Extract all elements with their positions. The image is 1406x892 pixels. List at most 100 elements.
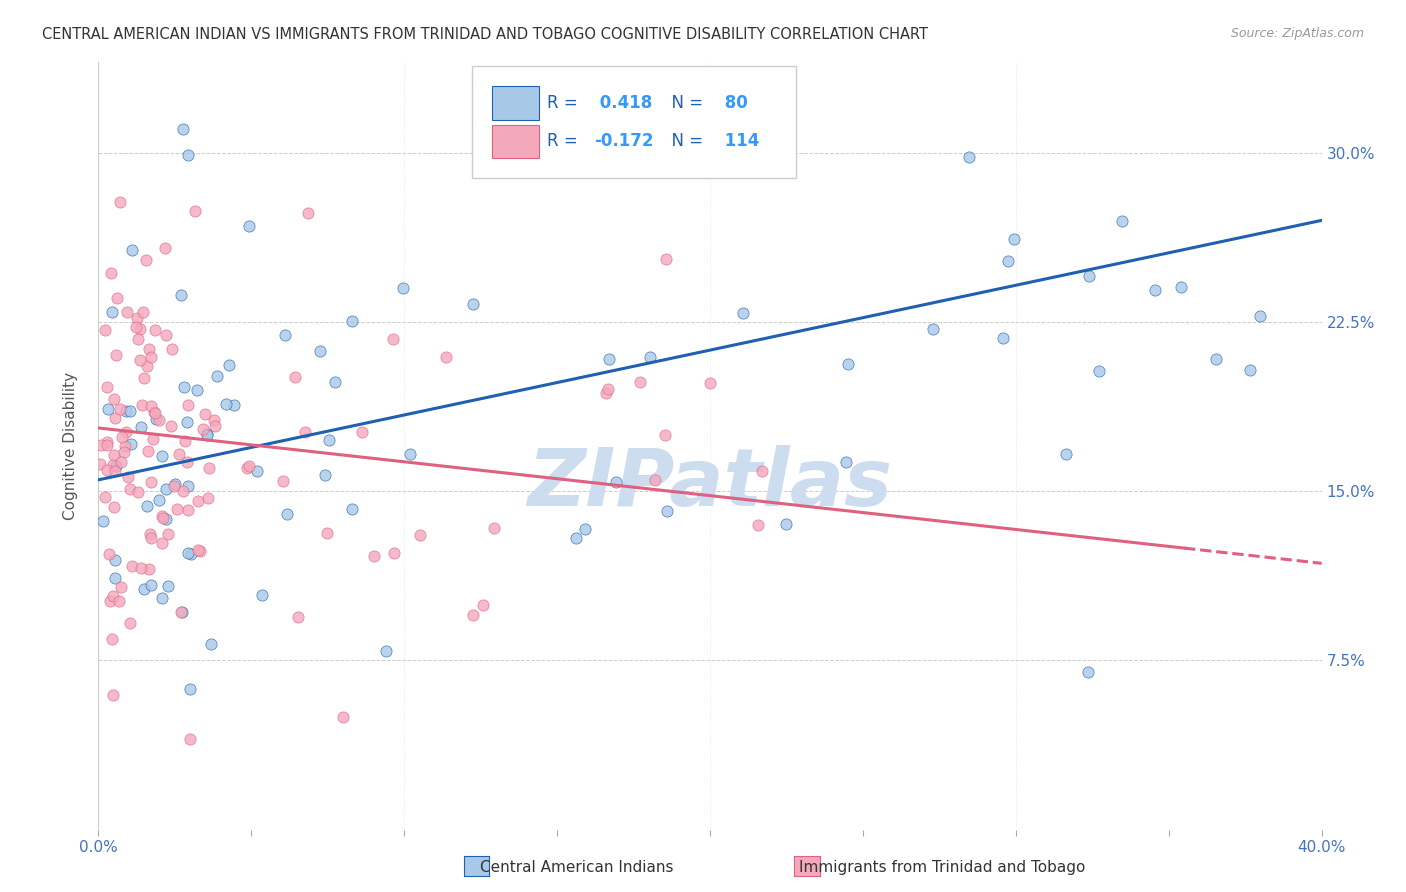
Text: 80: 80: [718, 94, 748, 112]
Point: [340, 314, 363, 328]
Point: [170, 606, 193, 620]
Point: [103, 500, 125, 515]
Text: N =: N =: [661, 94, 709, 112]
Point: [180, 548, 202, 562]
Point: [139, 527, 162, 541]
Point: [598, 382, 620, 396]
Point: [176, 455, 198, 469]
Point: [287, 610, 309, 624]
Point: [156, 527, 179, 541]
Point: [1002, 232, 1025, 246]
Text: R =: R =: [547, 132, 583, 151]
Point: [374, 644, 396, 658]
Point: [104, 459, 127, 474]
Point: [160, 342, 183, 356]
Point: [104, 571, 127, 585]
Point: [598, 351, 620, 366]
Point: [1239, 362, 1261, 376]
Point: [104, 464, 127, 478]
Point: [188, 543, 211, 558]
Point: [173, 380, 195, 394]
Point: [138, 342, 160, 356]
Point: [207, 368, 229, 383]
Point: [1078, 268, 1101, 283]
Point: [174, 434, 197, 448]
Point: [145, 412, 167, 426]
Point: [630, 376, 652, 390]
Point: [94, 490, 117, 504]
Point: [156, 579, 179, 593]
Point: [139, 350, 162, 364]
Text: ZIPatlas: ZIPatlas: [527, 445, 893, 524]
Point: [101, 458, 124, 472]
Point: [132, 370, 155, 384]
Point: [135, 359, 157, 373]
Point: [655, 503, 678, 517]
Point: [89, 457, 111, 471]
Point: [139, 531, 162, 545]
Point: [1170, 280, 1192, 294]
Point: [128, 352, 150, 367]
Point: [104, 553, 127, 567]
Point: [101, 688, 124, 702]
Point: [136, 500, 159, 514]
Point: [150, 591, 173, 606]
Point: [108, 195, 131, 210]
Point: [197, 491, 219, 506]
Point: [605, 475, 627, 489]
Point: [250, 588, 273, 602]
Point: [654, 428, 676, 442]
Point: [276, 507, 298, 521]
Point: [136, 444, 159, 458]
Point: [96, 434, 118, 449]
Point: [163, 477, 186, 491]
Point: [177, 503, 200, 517]
Point: [177, 398, 200, 412]
Point: [131, 398, 153, 412]
Point: [193, 422, 215, 436]
Point: [655, 252, 678, 266]
Point: [837, 358, 859, 372]
Point: [172, 483, 194, 498]
Text: Source: ZipAtlas.com: Source: ZipAtlas.com: [1230, 27, 1364, 40]
Point: [731, 306, 754, 320]
Point: [121, 559, 143, 574]
Point: [991, 330, 1014, 344]
Point: [141, 399, 163, 413]
Point: [284, 370, 307, 384]
FancyBboxPatch shape: [471, 66, 796, 178]
Point: [108, 402, 131, 417]
Point: [187, 543, 209, 558]
Point: [699, 376, 721, 391]
Point: [195, 426, 218, 441]
Point: [775, 517, 797, 532]
Point: [325, 376, 347, 390]
Point: [121, 243, 143, 257]
Point: [134, 582, 156, 597]
Point: [222, 398, 245, 412]
Point: [103, 448, 125, 462]
Point: [316, 526, 339, 541]
Point: [177, 478, 200, 492]
Point: [117, 469, 139, 483]
Point: [170, 288, 193, 302]
Point: [294, 425, 316, 439]
Point: [434, 350, 457, 364]
Point: [97, 401, 120, 416]
Point: [308, 343, 330, 358]
Point: [96, 438, 118, 452]
Point: [384, 546, 406, 560]
Point: [127, 310, 149, 325]
Point: [120, 403, 142, 417]
Point: [100, 266, 122, 280]
Point: [177, 546, 200, 560]
Point: [202, 413, 225, 427]
FancyBboxPatch shape: [492, 87, 538, 120]
Point: [595, 385, 617, 400]
Text: N =: N =: [661, 132, 709, 151]
Point: [997, 253, 1019, 268]
Point: [218, 358, 240, 372]
Point: [1054, 447, 1077, 461]
Point: [115, 305, 138, 319]
Point: [177, 148, 200, 162]
